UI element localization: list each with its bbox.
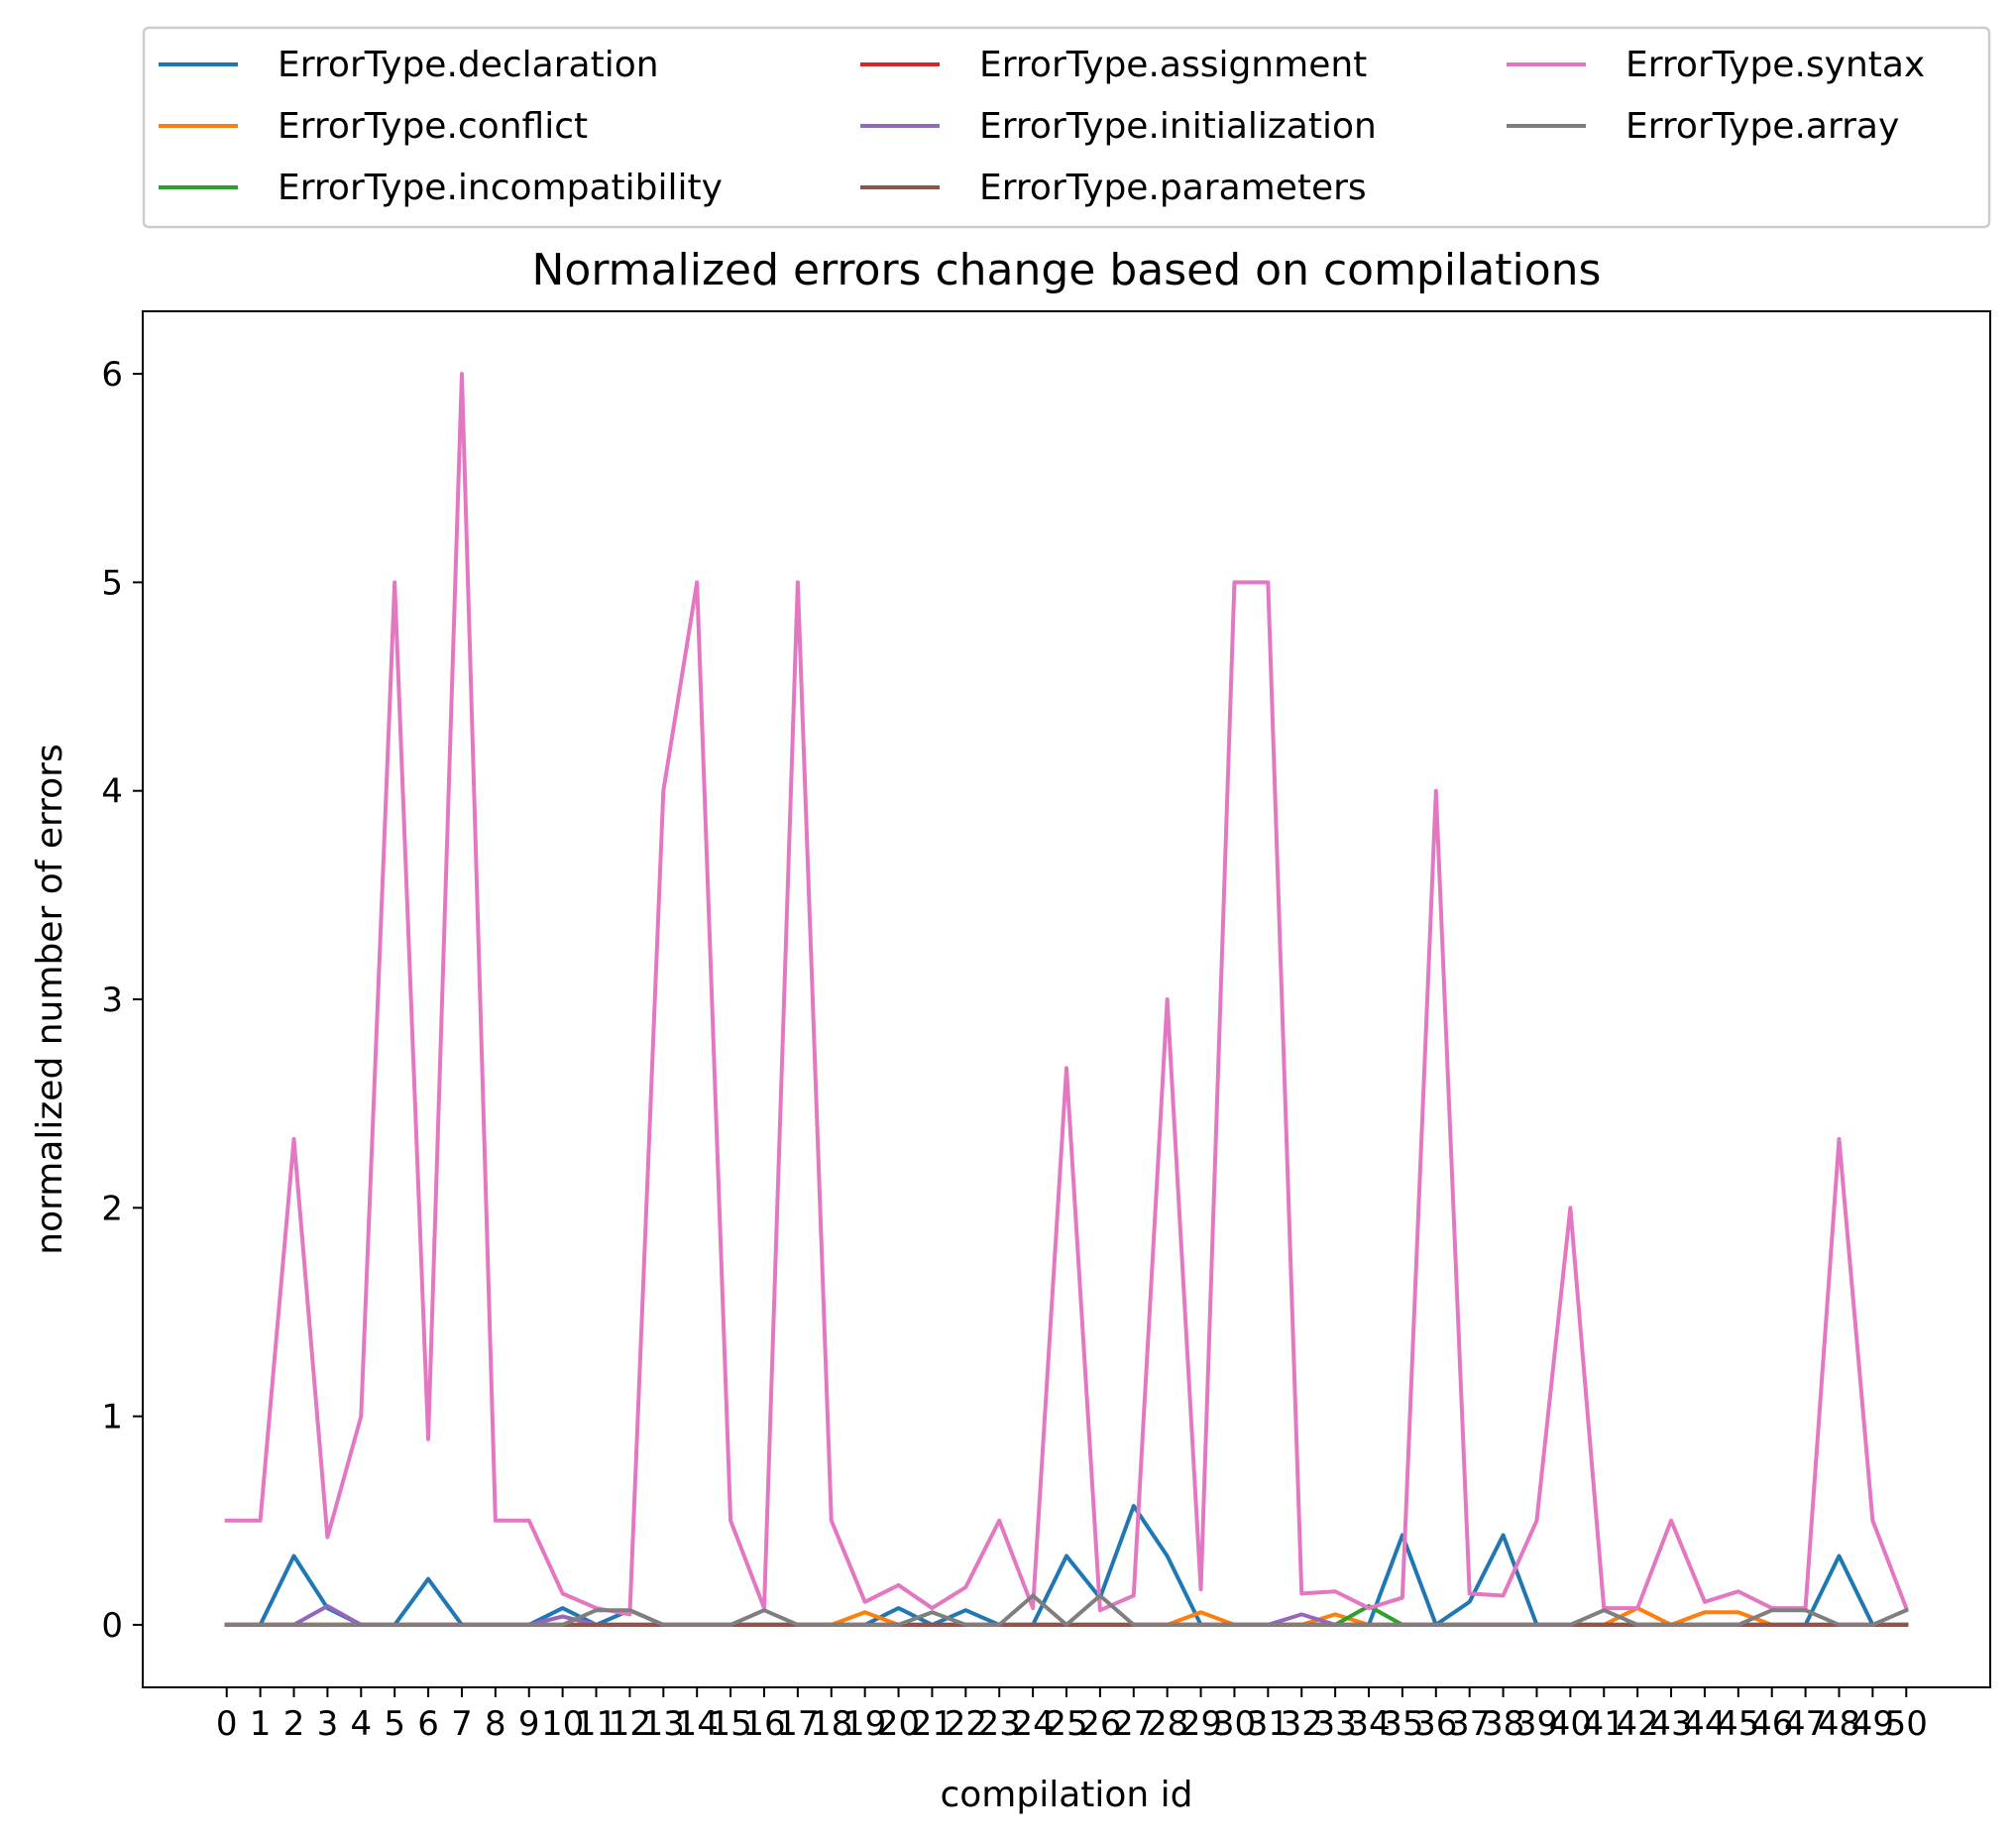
x-tick-label: 31 [1247,1704,1289,1744]
x-tick-label: 10 [541,1704,584,1744]
x-tick-label: 14 [676,1704,719,1744]
x-tick-label: 9 [518,1704,540,1744]
x-tick-label: 15 [709,1704,751,1744]
legend-label-parameters: ErrorType.parameters [979,168,1367,208]
legend: ErrorType.declaration ErrorType.conflict E… [142,26,1991,229]
x-tick-label: 49 [1851,1704,1894,1744]
y-tick-label: 1 [101,1398,123,1438]
x-tick-label: 7 [451,1704,473,1744]
x-tick-label: 17 [776,1704,819,1744]
y-tick-label: 4 [101,772,123,812]
x-tick-label: 40 [1549,1704,1592,1744]
x-tick-label: 12 [609,1704,651,1744]
x-tick-label: 38 [1482,1704,1524,1744]
legend-label-syntax: ErrorType.syntax [1625,45,1925,85]
x-tick-label: 32 [1281,1704,1323,1744]
plot-frame [142,310,1991,1688]
x-tick-label: 39 [1515,1704,1558,1744]
x-tick-label: 36 [1414,1704,1457,1744]
x-tick-label: 1 [250,1704,272,1744]
x-tick-label: 18 [810,1704,852,1744]
y-tick-label: 6 [101,355,123,395]
x-tick-label: 16 [742,1704,785,1744]
x-tick-label: 46 [1750,1704,1793,1744]
x-tick-label: 0 [216,1704,238,1744]
x-tick-label: 50 [1885,1704,1928,1744]
legend-label-declaration: ErrorType.declaration [278,45,659,85]
x-tick-label: 13 [642,1704,685,1744]
x-tick-label: 26 [1078,1704,1121,1744]
y-tick-label: 0 [101,1606,123,1646]
x-tick-label: 11 [575,1704,617,1744]
x-tick-label: 22 [945,1704,987,1744]
chart-title: Normalized errors change based on compil… [532,245,1602,295]
x-axis: 0 1 2 3 4 5 6 7 8 9 101112131415161718192021222324… [216,1687,1928,1744]
x-tick-label: 21 [911,1704,953,1744]
x-tick-label: 45 [1717,1704,1759,1744]
x-tick-label: 35 [1381,1704,1423,1744]
x-tick-label: 28 [1146,1704,1188,1744]
x-tick-label: 33 [1313,1704,1356,1744]
legend-frame [142,26,1991,229]
x-tick-label: 3 [317,1704,339,1744]
x-tick-label: 6 [417,1704,439,1744]
legend-label-array: ErrorType.array [1625,106,1899,147]
x-tick-label: 5 [384,1704,405,1744]
x-tick-label: 43 [1649,1704,1692,1744]
series-layer [224,372,1909,1627]
x-tick-label: 48 [1818,1704,1860,1744]
x-tick-label: 23 [978,1704,1021,1744]
x-tick-label: 41 [1583,1704,1625,1744]
legend-label-initialization: ErrorType.initialization [979,106,1377,147]
y-tick-label: 2 [101,1189,123,1228]
x-tick-label: 44 [1683,1704,1726,1744]
x-tick-label: 20 [877,1704,920,1744]
y-axis-label: normalized number of errors [30,744,70,1254]
x-tick-label: 25 [1045,1704,1087,1744]
x-tick-label: 24 [1011,1704,1054,1744]
series-line-syntax [224,372,1909,1617]
legend-label-assignment: ErrorType.assignment [979,45,1367,85]
x-tick-label: 37 [1448,1704,1491,1744]
legend-entries: ErrorType.declaration ErrorType.conflict E… [159,45,1925,208]
legend-label-incompatibility: ErrorType.incompatibility [278,168,723,208]
x-tick-label: 30 [1213,1704,1256,1744]
y-tick-label: 5 [101,563,123,603]
y-tick-label: 3 [101,980,123,1020]
x-tick-label: 4 [350,1704,372,1744]
x-axis-label: compilation id [940,1775,1192,1815]
legend-label-conflict: ErrorType.conflict [278,106,588,147]
x-tick-label: 29 [1179,1704,1222,1744]
x-tick-label: 27 [1112,1704,1155,1744]
y-axis: 0 1 2 3 4 5 6 [101,355,143,1646]
series-line-array [224,1593,1909,1627]
x-tick-label: 42 [1617,1704,1659,1744]
x-tick-label: 34 [1347,1704,1390,1744]
x-tick-label: 2 [283,1704,305,1744]
x-tick-label: 47 [1784,1704,1827,1744]
x-tick-label: 19 [843,1704,886,1744]
x-tick-label: 8 [485,1704,506,1744]
